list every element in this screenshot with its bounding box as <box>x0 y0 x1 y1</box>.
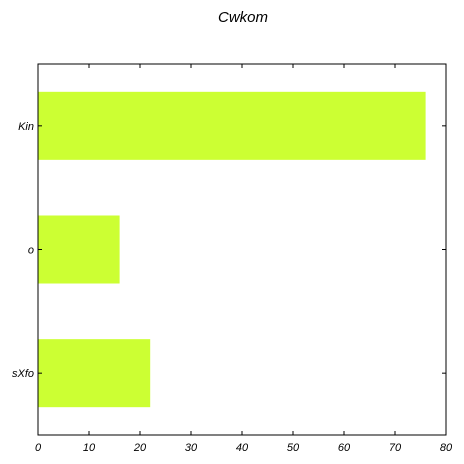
y-tick-label: o <box>28 245 34 257</box>
ticks-layer: Kin o sXfo 0 10 20 30 40 50 60 70 80 <box>12 64 453 454</box>
y-tick-label: sXfo <box>12 368 34 380</box>
x-tick-label: 70 <box>389 442 402 454</box>
bar-sXfo <box>38 339 151 408</box>
x-tick-label: 50 <box>287 442 300 454</box>
bars-layer <box>38 91 426 408</box>
x-tick-label: 80 <box>440 442 453 454</box>
x-tick-label: 10 <box>83 442 96 454</box>
plot-area-frame <box>37 63 447 436</box>
bar-Kin <box>38 91 426 160</box>
x-tick-label: 60 <box>338 442 351 454</box>
y-tick-label: Kin <box>18 121 34 133</box>
x-tick-label: 20 <box>133 442 147 454</box>
x-tick-label: 0 <box>35 442 42 454</box>
bar-o <box>38 215 120 284</box>
chart-title: Cwkom <box>218 9 268 26</box>
x-tick-label: 40 <box>236 442 249 454</box>
x-tick-label: 30 <box>185 442 198 454</box>
